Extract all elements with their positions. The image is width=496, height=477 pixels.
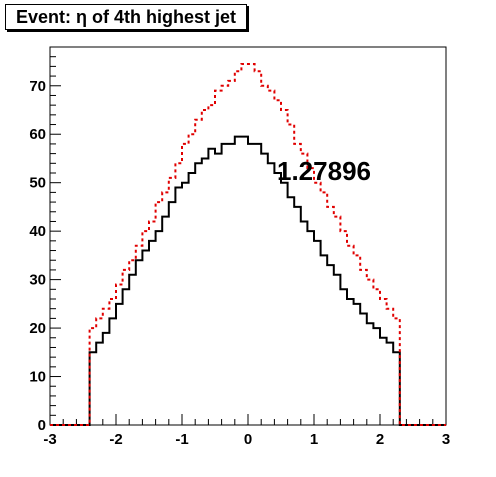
y-tick-label: 50: [29, 175, 46, 192]
x-tick-label: -1: [175, 431, 188, 448]
series-group: [50, 62, 446, 426]
x-tick-label: 0: [244, 431, 252, 448]
x-tick-label: 1: [310, 431, 318, 448]
histogram-series-black: [50, 135, 446, 426]
y-tick-label: 0: [38, 417, 46, 434]
plot-frame: [49, 46, 447, 426]
y-tick-label: 60: [29, 126, 46, 143]
chart-title: Event: η of 4th highest jet: [16, 6, 237, 27]
x-tick-label: 2: [376, 431, 384, 448]
y-tick-label: 10: [29, 369, 46, 386]
y-tick-label: 20: [29, 320, 46, 337]
axis-ticks: [49, 46, 447, 426]
chart-annotation: 1.27896: [277, 156, 371, 186]
x-tick-label: -2: [109, 431, 122, 448]
x-tick-label: 3: [442, 431, 450, 448]
y-tick-label: 40: [29, 223, 46, 240]
y-tick-label: 30: [29, 272, 46, 289]
chart-title-box: Event: η of 4th highest jet: [5, 4, 248, 30]
x-tick-label: -3: [43, 431, 56, 448]
y-tick-label: 70: [29, 78, 46, 95]
